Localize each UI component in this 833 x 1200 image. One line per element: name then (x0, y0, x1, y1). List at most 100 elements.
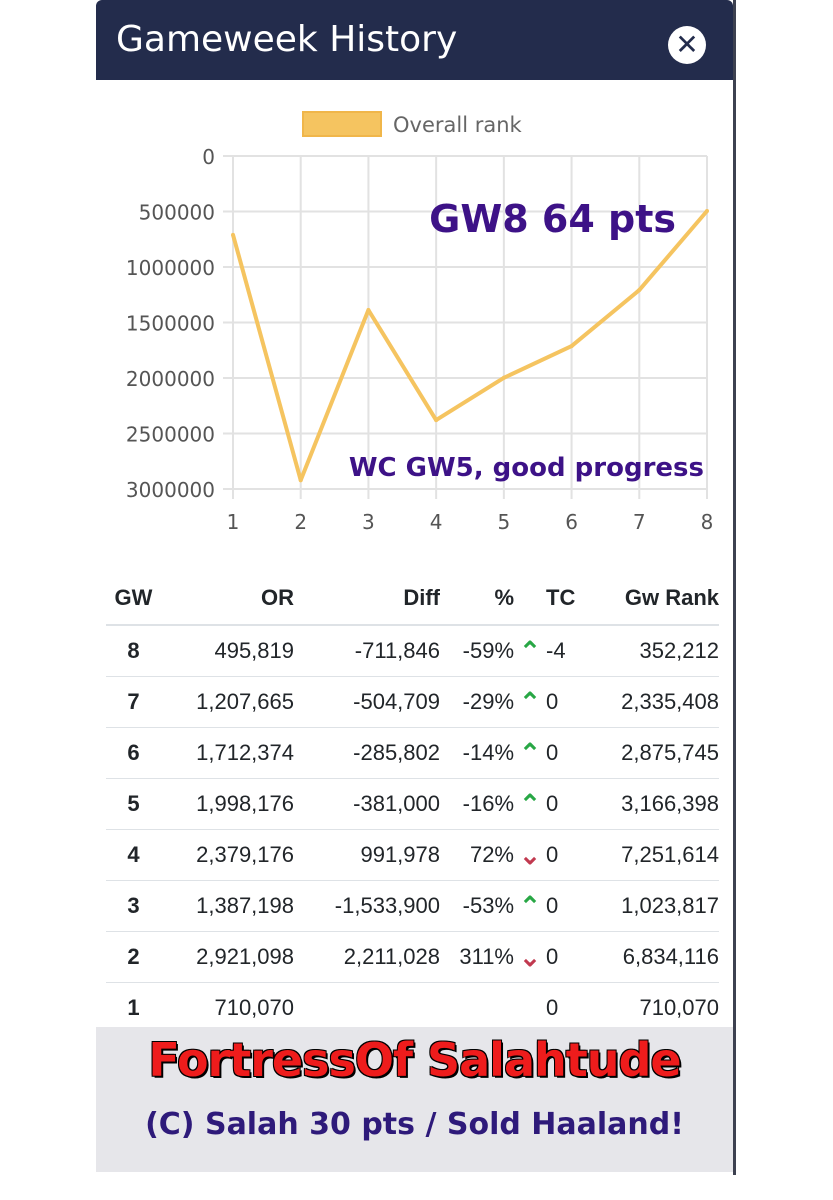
cell-diff: 2,211,028 (294, 931, 440, 983)
cell-gw: 4 (106, 829, 161, 881)
table-row: 5 1,998,176 -381,000 -16% ⌃ 0 3,166,398 (106, 778, 719, 830)
cell-gw: 3 (106, 880, 161, 932)
data-point (501, 375, 506, 380)
arrow-down-icon: ⌄ (519, 839, 541, 870)
table-row: 7 1,207,665 -504,709 -29% ⌃ 0 2,335,408 (106, 676, 719, 728)
chart-grid (223, 155, 708, 499)
cell-diff: -711,846 (294, 625, 440, 677)
cell-gw: 7 (106, 676, 161, 728)
table-row: 1 710,070 0 710,070 (106, 982, 719, 1034)
cell-gw-rank: 710,070 (584, 982, 719, 1034)
x-axis-ticks: 1 2 3 4 5 6 7 8 (227, 510, 714, 534)
cell-pct: -16% (440, 778, 514, 830)
cell-or: 1,998,176 (161, 778, 294, 830)
arrow-up-icon: ⌃ (519, 635, 541, 666)
arrow-up-icon: ⌃ (519, 686, 541, 717)
header-diff: Diff (294, 572, 440, 626)
cell-tc: -4 (546, 625, 584, 677)
y-tick-label: 500000 (139, 201, 215, 225)
cell-gw-rank: 1,023,817 (584, 880, 719, 932)
x-tick-label: 5 (497, 510, 510, 534)
table-row: 6 1,712,374 -285,802 -14% ⌃ 0 2,875,745 (106, 727, 719, 779)
cell-tc: 0 (546, 931, 584, 983)
cell-gw: 8 (106, 625, 161, 677)
chart-legend: Overall rank (302, 111, 523, 137)
data-point (366, 307, 371, 312)
cell-gw: 5 (106, 778, 161, 830)
x-tick-label: 8 (701, 510, 714, 534)
cell-arrow: ⌃ (514, 676, 546, 728)
cell-pct: -53% (440, 880, 514, 932)
data-point (569, 344, 574, 349)
data-point (637, 288, 642, 293)
modal-title: Gameweek History (116, 19, 458, 60)
cell-or: 1,387,198 (161, 880, 294, 932)
cell-tc: 0 (546, 676, 584, 728)
cell-or: 1,712,374 (161, 727, 294, 779)
arrow-up-icon: ⌃ (519, 890, 541, 921)
cell-arrow (514, 982, 546, 1034)
header-spacer (514, 572, 546, 626)
header-pct: % (440, 572, 514, 626)
cell-tc: 0 (546, 982, 584, 1034)
cell-gw-rank: 352,212 (584, 625, 719, 677)
banner-title: FortressOf Salahtude (148, 1033, 681, 1087)
cell-or: 2,379,176 (161, 829, 294, 881)
series-line-overall-rank (231, 209, 709, 483)
banner-subtitle: (C) Salah 30 pts / Sold Haaland! (145, 1107, 684, 1142)
data-point (434, 418, 439, 423)
x-tick-label: 6 (565, 510, 578, 534)
arrow-down-icon: ⌄ (519, 941, 541, 972)
cell-arrow: ⌄ (514, 931, 546, 983)
header-gw: GW (106, 572, 161, 626)
annotation-wc-gw5: WC GW5, good progress (349, 453, 704, 483)
gameweek-table: GW OR Diff % TC Gw Rank 8 495,819 -711,846… (106, 572, 719, 1034)
cell-gw-rank: 2,335,408 (584, 676, 719, 728)
table-row: 8 495,819 -711,846 -59% ⌃ -4 352,212 (106, 625, 719, 677)
cell-gw-rank: 3,166,398 (584, 778, 719, 830)
x-tick-label: 1 (227, 510, 240, 534)
cell-gw-rank: 2,875,745 (584, 727, 719, 779)
table-row: 2 2,921,098 2,211,028 311% ⌄ 0 6,834,116 (106, 931, 719, 983)
cell-pct: -29% (440, 676, 514, 728)
cell-pct: 311% (440, 931, 514, 983)
cell-arrow: ⌄ (514, 829, 546, 881)
header-or: OR (161, 572, 294, 626)
arrow-up-icon: ⌃ (519, 788, 541, 819)
x-tick-label: 2 (294, 510, 307, 534)
cell-gw: 6 (106, 727, 161, 779)
data-point (231, 232, 235, 237)
cell-diff: 991,978 (294, 829, 440, 881)
x-tick-label: 3 (362, 510, 375, 534)
cell-pct (440, 982, 514, 1034)
y-tick-label: 1000000 (126, 256, 215, 280)
promo-banner: FortressOf Salahtude (C) Salah 30 pts / … (96, 1027, 733, 1172)
data-point (705, 209, 709, 214)
annotation-gw8: GW8 64 pts (429, 197, 676, 241)
cell-pct: -59% (440, 625, 514, 677)
cell-pct: 72% (440, 829, 514, 881)
cell-pct: -14% (440, 727, 514, 779)
table-header-row: GW OR Diff % TC Gw Rank (106, 572, 719, 626)
close-icon: ✕ (675, 28, 699, 61)
cell-gw: 1 (106, 982, 161, 1034)
cell-tc: 0 (546, 778, 584, 830)
table-row: 4 2,379,176 991,978 72% ⌄ 0 7,251,614 (106, 829, 719, 881)
data-point (298, 478, 303, 483)
cell-diff (294, 982, 440, 1034)
cell-arrow: ⌃ (514, 625, 546, 677)
y-tick-label: 1500000 (126, 312, 215, 336)
cell-or: 710,070 (161, 982, 294, 1034)
cell-diff: -504,709 (294, 676, 440, 728)
cell-arrow: ⌃ (514, 880, 546, 932)
x-tick-label: 7 (633, 510, 646, 534)
close-button[interactable]: ✕ (668, 26, 706, 64)
y-tick-label: 2000000 (126, 367, 215, 391)
series-points (231, 209, 709, 483)
header-tc: TC (546, 572, 584, 626)
cell-arrow: ⌃ (514, 778, 546, 830)
x-tick-label: 4 (430, 510, 443, 534)
cell-gw-rank: 6,834,116 (584, 931, 719, 983)
cell-or: 2,921,098 (161, 931, 294, 983)
page-edge (733, 0, 736, 1175)
